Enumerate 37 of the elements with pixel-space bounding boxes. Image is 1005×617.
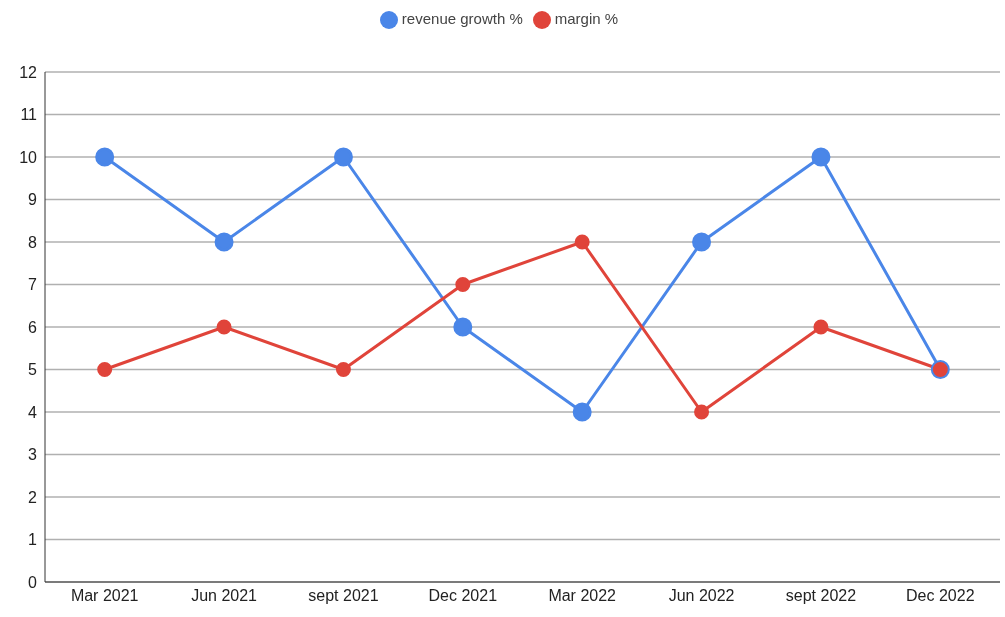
x-tick-label: Dec 2022	[906, 587, 975, 605]
legend-label: revenue growth %	[401, 10, 523, 27]
x-tick-label: Jun 2022	[668, 587, 735, 605]
y-tick-label: 6	[28, 318, 38, 336]
point	[97, 362, 113, 377]
y-tick-label: 2	[28, 488, 38, 506]
x-tick-label: Mar 2021	[70, 587, 139, 605]
y-tick-label: 9	[28, 191, 38, 209]
y-tick-label: 8	[28, 233, 38, 251]
point	[214, 232, 234, 252]
point	[574, 234, 590, 250]
point	[455, 277, 471, 292]
x-tick-label: Mar 2022	[548, 587, 617, 605]
point	[811, 147, 831, 167]
x-tick-label: sept 2022	[785, 587, 857, 605]
point	[572, 402, 592, 422]
y-tick-label: 11	[20, 106, 38, 124]
y-tick-label: 12	[19, 63, 38, 81]
point	[453, 317, 473, 337]
point	[692, 232, 712, 252]
point	[335, 362, 351, 377]
legend-label: margin %	[554, 10, 619, 27]
y-tick-label: 7	[28, 276, 38, 294]
y-tick-label: 1	[28, 531, 38, 549]
point	[694, 404, 710, 420]
y-tick-label: 10	[19, 148, 38, 166]
y-tick-label: 0	[28, 573, 38, 591]
point	[333, 147, 353, 167]
y-tick-label: 3	[28, 446, 38, 464]
point	[813, 319, 829, 335]
x-tick-label: Jun 2021	[191, 587, 258, 605]
x-tick-label: sept 2021	[308, 587, 379, 605]
y-tick-label: 5	[28, 361, 38, 379]
point	[95, 147, 115, 167]
point	[216, 319, 232, 335]
y-tick-label: 4	[28, 403, 38, 421]
x-tick-label: Dec 2021	[428, 587, 498, 605]
